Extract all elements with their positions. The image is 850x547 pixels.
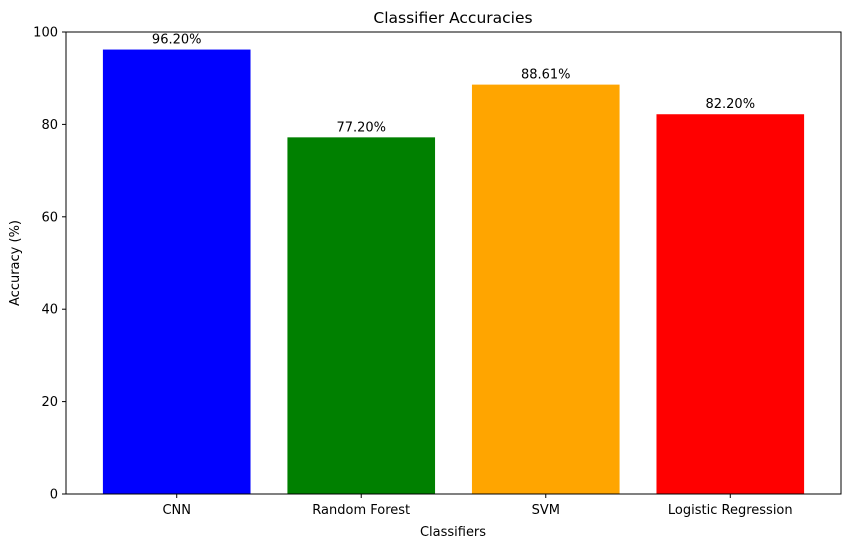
y-tick-label: 100 bbox=[33, 26, 58, 41]
y-tick-label: 40 bbox=[41, 303, 58, 318]
x-tick-label: CNN bbox=[162, 503, 191, 518]
y-tick-label: 60 bbox=[41, 210, 58, 225]
y-tick-label: 0 bbox=[50, 488, 58, 503]
data-label: 82.20% bbox=[705, 97, 755, 112]
axes-layer: 0 20 40 60 80 100 CNN Random Forest SVM Logistic … bbox=[33, 26, 842, 518]
y-tick-label: 80 bbox=[41, 118, 58, 133]
plot-frame bbox=[65, 31, 842, 495]
x-tick-label: Logistic Regression bbox=[668, 503, 793, 518]
bar-random-forest bbox=[287, 137, 436, 494]
y-axis-title: Accuracy (%) bbox=[8, 220, 23, 306]
bar-svm bbox=[471, 84, 620, 495]
data-label: 96.20% bbox=[152, 33, 202, 48]
data-labels-layer: 96.20% 77.20% 88.61% 82.20% bbox=[152, 33, 755, 136]
bar-logistic-regression bbox=[656, 114, 805, 495]
bar-cnn bbox=[102, 49, 251, 494]
data-label: 77.20% bbox=[336, 120, 386, 135]
x-axis-title: Classifiers bbox=[420, 525, 486, 540]
x-tick-label: SVM bbox=[532, 503, 560, 518]
data-label: 88.61% bbox=[521, 68, 571, 83]
y-tick-label: 20 bbox=[41, 395, 58, 410]
x-tick-label: Random Forest bbox=[312, 503, 410, 518]
bars-layer bbox=[102, 49, 805, 495]
chart-title: Classifier Accuracies bbox=[373, 9, 532, 27]
